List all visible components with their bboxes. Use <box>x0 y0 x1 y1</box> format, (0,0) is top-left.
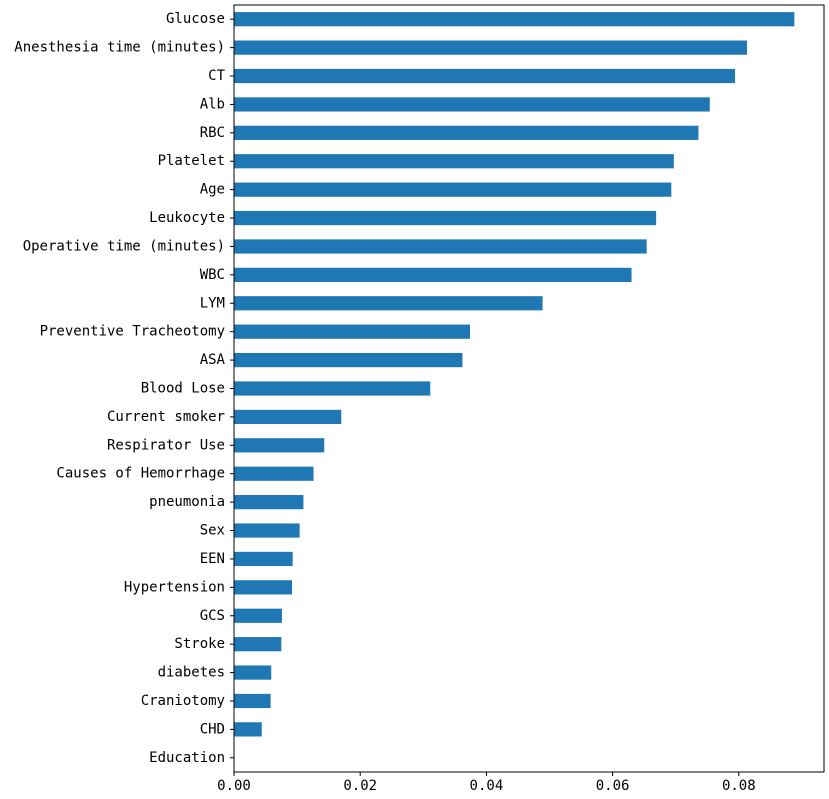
bar-1 <box>234 40 748 55</box>
bar-19 <box>234 551 293 567</box>
x-tick-label: 0.06 <box>596 778 630 794</box>
bar-6 <box>234 182 672 197</box>
y-tick-label: Current smoker <box>107 409 225 425</box>
y-tick-label: diabetes <box>158 665 225 681</box>
bar-12 <box>234 352 463 368</box>
bar-18 <box>234 523 300 538</box>
bar-21 <box>234 608 282 623</box>
y-tick-label: Platelet <box>158 153 225 169</box>
bars-group <box>234 12 795 737</box>
y-tick-label: Glucose <box>166 11 225 27</box>
y-tick-label: ASA <box>200 352 226 368</box>
y-tick-label: CHD <box>200 721 225 737</box>
y-tick-label: Preventive Tracheotomy <box>40 324 225 340</box>
bar-24 <box>234 693 271 709</box>
y-tick-label: WBC <box>200 267 225 283</box>
bar-15 <box>234 438 325 453</box>
y-tick-label: Stroke <box>174 636 225 652</box>
x-tick-label: 0.08 <box>722 778 756 794</box>
bar-3 <box>234 97 710 112</box>
y-tick-label: Hypertension <box>124 579 225 595</box>
x-ticks-group: 0.00 0.02 0.04 0.06 0.08 <box>217 772 756 794</box>
y-tick-label: LYM <box>200 295 225 311</box>
y-tick-label: Respirator Use <box>107 437 225 453</box>
y-tick-label: EEN <box>200 551 225 567</box>
bar-17 <box>234 495 304 510</box>
bar-20 <box>234 580 293 595</box>
x-tick-label: 0.04 <box>470 778 504 794</box>
y-tick-label: pneumonia <box>149 494 225 510</box>
bar-4 <box>234 125 699 140</box>
x-tick-label: 0.02 <box>343 778 377 794</box>
y-tick-label: Operative time (minutes) <box>23 238 225 254</box>
bar-14 <box>234 409 342 425</box>
bar-5 <box>234 154 674 169</box>
bar-2 <box>234 68 736 84</box>
bar-0 <box>234 12 795 27</box>
bar-22 <box>234 637 282 652</box>
y-tick-label: Leukocyte <box>149 210 225 226</box>
y-tick-label: RBC <box>200 125 225 141</box>
y-tick-label: GCS <box>200 608 225 624</box>
y-tick-label: Sex <box>200 523 225 539</box>
bar-16 <box>234 466 314 481</box>
bar-13 <box>234 381 431 396</box>
y-tick-label: Causes of Hemorrhage <box>56 466 225 482</box>
bar-8 <box>234 239 647 254</box>
bar-25 <box>234 722 262 737</box>
bar-23 <box>234 665 272 680</box>
y-tick-label: CT <box>208 68 225 84</box>
y-tick-label: Age <box>200 182 225 198</box>
y-tick-label: Craniotomy <box>141 693 225 709</box>
y-tick-label: Blood Lose <box>141 381 225 397</box>
y-tick-labels-group: Glucose Anesthesia time (minutes) CT Alb RBC… <box>14 11 234 766</box>
y-tick-label: Alb <box>200 96 225 112</box>
bar-10 <box>234 296 543 311</box>
y-tick-label: Education <box>149 750 225 766</box>
bar-11 <box>234 324 470 339</box>
y-tick-label: Anesthesia time (minutes) <box>14 40 225 56</box>
x-tick-label: 0.00 <box>217 778 251 794</box>
plot-frame <box>233 4 825 773</box>
bar-7 <box>234 210 657 226</box>
bar-9 <box>234 267 632 282</box>
